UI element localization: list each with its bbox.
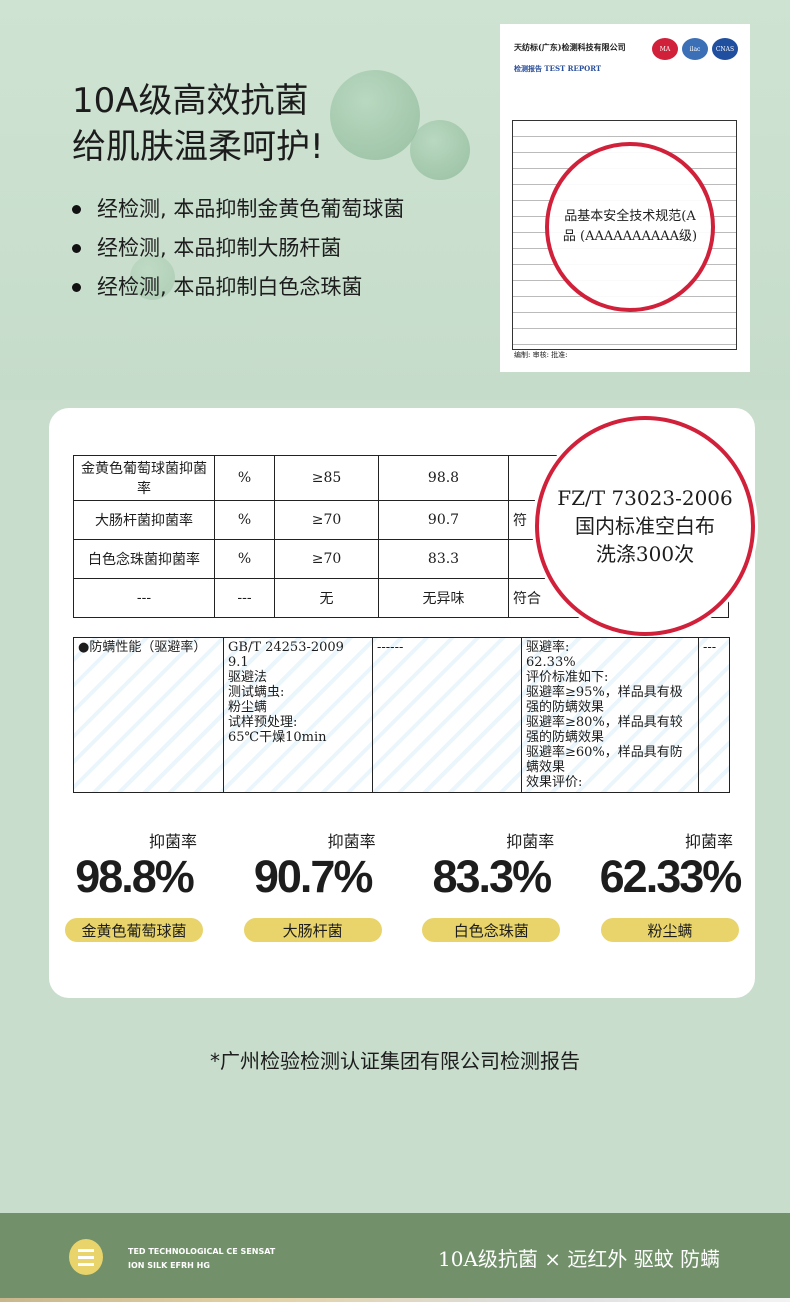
stat-label: 抑菌率	[327, 832, 376, 851]
stat-value: 83.3%	[432, 851, 553, 902]
stat-item: 抑菌率 90.7% 大肠杆菌	[238, 828, 388, 942]
standard-highlight-circle: FZ/T 73023-2006 国内标准空白布 洗涤300次	[535, 416, 755, 636]
stat-label: 抑菌率	[684, 832, 733, 851]
stats-row: 抑菌率 98.8% 金黄色葡萄球菌 抑菌率 90.7% 大肠杆菌 抑菌率 83.3% 白色念…	[59, 828, 745, 942]
bullet-text: 经检测, 本品抑制金黄色葡萄球菌	[97, 197, 405, 221]
table-cell: 83.3	[378, 539, 509, 579]
bullet-list: 经检测, 本品抑制金黄色葡萄球菌 经检测, 本品抑制大肠杆菌 经检测, 本品抑制…	[72, 190, 404, 307]
stat-badge: 白色念珠菌	[422, 918, 561, 942]
bullet-text: 经检测, 本品抑制大肠杆菌	[97, 236, 342, 260]
footer-en-line: TED TECHNOLOGICAL CE SENSAT	[128, 1247, 276, 1256]
ilac-logo: ilac	[682, 38, 708, 60]
hero-title: 10A级高效抗菌 给肌肤温柔呵护!	[72, 78, 324, 170]
cert-signatures: 编制: 审核: 批准:	[514, 351, 568, 359]
title-line-1: 10A级高效抗菌	[72, 81, 309, 121]
menu-icon	[78, 1262, 94, 1266]
circle-text: FZ/T 73023-2006	[557, 486, 733, 510]
virus-illustration	[330, 70, 420, 160]
anti-mite-table: ●防螨性能（驱避率） GB/T 24253-2009 9.1 驱避法 测试螨虫:…	[73, 637, 730, 793]
bullet-text: 经检测, 本品抑制白色念珠菌	[97, 275, 363, 299]
table-cell: ●防螨性能（驱避率）	[73, 637, 224, 793]
stat-badge: 粉尘螨	[600, 918, 739, 942]
stat-badge: 金黄色葡萄球菌	[65, 918, 203, 942]
footer-slogan: 10A级抗菌 × 远红外 驱蚊 防螨	[438, 1247, 721, 1271]
cnas-logo: CNAS	[712, 38, 738, 60]
table-cell: 驱避率: 62.33% 评价标准如下: 驱避率≥95%，样品具有极强的防螨效果 …	[521, 637, 699, 793]
stat-label: 抑菌率	[506, 832, 555, 851]
results-card: 金黄色葡萄球菌抑菌率% ≥85 98.8 大肠杆菌抑菌率% ≥70 90.7 符白色念珠菌抑…	[49, 408, 755, 998]
source-note: *广州检验检测认证集团有限公司检测报告	[210, 1049, 580, 1073]
stat-item: 抑菌率 98.8% 金黄色葡萄球菌	[59, 828, 209, 942]
stat-value: 98.8%	[75, 851, 195, 902]
footer-en-line: ION SILK EFRH HG	[128, 1261, 210, 1270]
virus-illustration	[130, 255, 175, 300]
table-cell: ≥70	[274, 539, 379, 579]
hero-section: 10A级高效抗菌 给肌肤温柔呵护! 经检测, 本品抑制金黄色葡萄球菌 经检测, …	[0, 0, 790, 400]
cert-highlight-circle: 品基本安全技术规范(A 品 (AAAAAAAAAA级)	[545, 142, 715, 312]
table-cell: 金黄色葡萄球菌抑菌率	[73, 455, 215, 501]
table-cell: ≥70	[274, 500, 379, 540]
table-cell: 无异味	[378, 578, 509, 618]
menu-button[interactable]	[69, 1239, 103, 1275]
virus-illustration	[410, 120, 470, 180]
bullet-icon	[72, 205, 81, 214]
table-cell: 无	[274, 578, 379, 618]
table-cell: %	[214, 500, 275, 540]
bullet-item: 经检测, 本品抑制大肠杆菌	[72, 229, 404, 268]
stat-value: 90.7%	[253, 851, 374, 902]
circle-text: 国内标准空白布	[575, 514, 715, 538]
footer-bar: TED TECHNOLOGICAL CE SENSAT ION SILK EFRH…	[0, 1213, 790, 1299]
menu-icon	[78, 1248, 94, 1252]
cert-highlight-text: 品基本安全技术规范(A	[564, 209, 696, 224]
table-cell: 90.7	[378, 500, 509, 540]
cert-report-title: 检测报告 TEST REPORT	[514, 64, 602, 73]
stat-item: 抑菌率 62.33% 粉尘螨	[595, 828, 745, 942]
stat-badge: 大肠杆菌	[243, 918, 382, 942]
menu-icon	[78, 1255, 94, 1259]
table-cell: 98.8	[378, 455, 509, 501]
cert-company: 天纺标(广东)检测科技有限公司	[514, 42, 626, 52]
table-cell: 大肠杆菌抑菌率	[73, 500, 215, 540]
cert-logos: MA ilac CNAS	[652, 38, 738, 60]
table-cell: ≥85	[274, 455, 379, 501]
circle-text: 洗涤300次	[595, 542, 695, 566]
table-cell: ---	[214, 578, 275, 618]
stat-label: 抑菌率	[148, 832, 197, 851]
table-row: 金黄色葡萄球菌抑菌率% ≥85 98.8	[73, 455, 729, 501]
table-cell: %	[214, 455, 275, 501]
stat-value: 62.33%	[599, 851, 743, 902]
bullet-item: 经检测, 本品抑制金黄色葡萄球菌	[72, 190, 404, 229]
table-cell: ---	[698, 637, 730, 793]
bullet-icon	[72, 244, 81, 253]
bullet-icon	[72, 283, 81, 292]
cma-logo: MA	[652, 38, 678, 60]
footer-english: TED TECHNOLOGICAL CE SENSAT ION SILK EFRH…	[128, 1245, 275, 1273]
test-report-image: 天纺标(广东)检测科技有限公司 检测报告 TEST REPORT MA ilac…	[500, 24, 750, 372]
stat-item: 抑菌率 83.3% 白色念珠菌	[416, 828, 566, 942]
title-line-2: 给肌肤温柔呵护!	[72, 127, 324, 167]
cert-highlight-text: 品 (AAAAAAAAAA级)	[562, 229, 698, 244]
bullet-item: 经检测, 本品抑制白色念珠菌	[72, 268, 404, 307]
table-cell: 白色念珠菌抑菌率	[73, 539, 215, 579]
bottom-strip	[0, 1298, 790, 1302]
table-cell: %	[214, 539, 275, 579]
table-cell: ---	[73, 578, 215, 618]
table-cell: GB/T 24253-2009 9.1 驱避法 测试螨虫: 粉尘螨 试样预处理:…	[223, 637, 373, 793]
table-cell: ------	[372, 637, 522, 793]
